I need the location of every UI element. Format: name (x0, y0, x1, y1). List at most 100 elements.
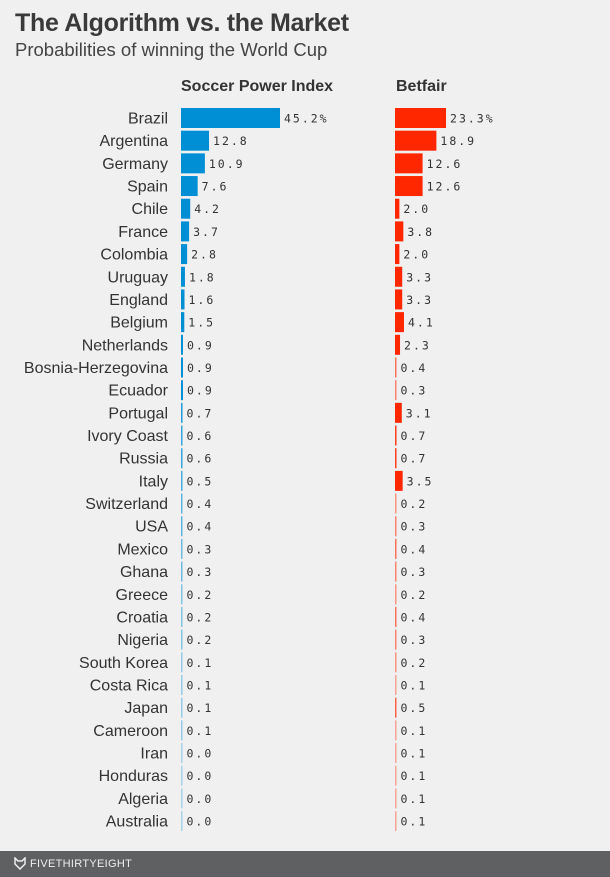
bar-spi (181, 198, 191, 219)
data-label-spi: 0.3 (187, 565, 214, 579)
data-label-spi: 1.6 (189, 293, 216, 307)
bar-betfair (395, 538, 397, 559)
bar-betfair (395, 402, 402, 423)
bar-betfair (395, 357, 397, 378)
data-label-spi: 7.6 (202, 180, 229, 194)
data-label-betfair: 18.9 (440, 134, 476, 148)
bar-betfair (395, 198, 400, 219)
category-label: Croatia (116, 609, 168, 626)
data-label-spi: 0.0 (187, 747, 214, 761)
bar-betfair (395, 289, 403, 310)
bar-spi (181, 425, 183, 446)
category-label: Greece (116, 587, 169, 604)
data-label-betfair: 2.0 (403, 202, 430, 216)
data-label-betfair: 0.2 (401, 497, 428, 511)
data-label-betfair: 0.1 (401, 815, 428, 829)
data-label-betfair: 3.3 (406, 293, 433, 307)
bar-betfair (395, 561, 397, 582)
bar-betfair (395, 130, 437, 151)
bar-betfair (395, 516, 397, 537)
data-label-spi: 0.4 (187, 497, 214, 511)
data-label-betfair: 0.3 (401, 633, 428, 647)
data-label-betfair: 0.3 (401, 520, 428, 534)
data-label-spi: 12.8 (213, 134, 249, 148)
bar-betfair (395, 493, 397, 514)
data-label-betfair: 4.1 (408, 316, 435, 330)
data-label-spi: 0.9 (187, 384, 214, 398)
data-label-spi: 1.8 (189, 270, 216, 284)
bar-betfair (395, 176, 423, 197)
bar-betfair (395, 448, 397, 469)
bar-spi (181, 380, 183, 401)
category-label: Portugal (108, 405, 168, 422)
data-label-betfair: 0.3 (401, 565, 428, 579)
bar-betfair (395, 765, 397, 786)
category-label: Nigeria (117, 632, 168, 649)
data-label-betfair: 12.6 (427, 157, 463, 171)
data-label-spi: 45.2% (284, 112, 329, 126)
bar-spi (181, 221, 190, 242)
data-label-betfair: 0.4 (401, 610, 428, 624)
bar-spi (181, 788, 183, 809)
bar-spi (181, 652, 183, 673)
bar-spi (181, 153, 205, 174)
bar-spi (181, 266, 185, 287)
data-label-betfair: 0.5 (401, 701, 428, 715)
data-label-betfair: 0.1 (401, 769, 428, 783)
bar-betfair (395, 652, 397, 673)
chart-subtitle: Probabilities of winning the World Cup (15, 39, 328, 60)
data-label-betfair: 0.1 (401, 679, 428, 693)
data-label-betfair: 0.1 (401, 747, 428, 761)
data-label-betfair: 3.8 (407, 225, 434, 239)
bar-betfair (395, 470, 403, 491)
bar-spi (181, 584, 183, 605)
category-label: Chile (132, 201, 169, 218)
bar-spi (181, 811, 183, 832)
data-label-spi: 0.2 (187, 610, 214, 624)
data-label-betfair: 2.0 (403, 248, 430, 262)
bar-betfair (395, 221, 404, 242)
data-label-spi: 0.1 (187, 656, 214, 670)
category-label: Japan (124, 700, 168, 717)
data-label-spi: 2.8 (191, 248, 218, 262)
category-label: Italy (139, 473, 168, 490)
category-label: Ghana (120, 564, 168, 581)
data-label-betfair: 3.5 (407, 474, 434, 488)
data-label-spi: 0.1 (187, 701, 214, 715)
category-label: France (118, 224, 168, 241)
bar-betfair (395, 788, 397, 809)
bar-spi (181, 130, 210, 151)
bar-spi (181, 516, 183, 537)
bar-spi (181, 448, 183, 469)
data-label-spi: 0.2 (187, 633, 214, 647)
data-label-spi: 0.0 (187, 792, 214, 806)
data-label-spi: 1.5 (188, 316, 215, 330)
bar-spi (181, 244, 188, 265)
bar-betfair (395, 606, 397, 627)
bar-spi (181, 538, 183, 559)
data-label-spi: 0.0 (187, 769, 214, 783)
data-label-betfair: 23.3% (450, 112, 495, 126)
data-label-spi: 0.6 (187, 452, 214, 466)
bar-betfair (395, 108, 447, 128)
footer: FIVETHIRTYEIGHT (0, 851, 610, 877)
category-label: Ecuador (108, 383, 168, 400)
data-label-betfair: 0.1 (401, 724, 428, 738)
bar-spi (181, 289, 185, 310)
data-label-betfair: 0.3 (401, 384, 428, 398)
bar-betfair (395, 244, 400, 265)
data-label-spi: 0.9 (187, 361, 214, 375)
data-label-spi: 4.2 (194, 202, 221, 216)
category-label: Colombia (100, 247, 168, 264)
category-label: Australia (106, 814, 168, 831)
bar-spi (181, 720, 183, 741)
bar-betfair (395, 675, 397, 695)
data-label-spi: 0.7 (187, 406, 214, 420)
data-label-spi: 0.5 (187, 474, 214, 488)
category-label: Belgium (110, 315, 168, 332)
bar-betfair (395, 425, 397, 446)
bar-betfair (395, 380, 397, 401)
category-label: Russia (119, 451, 168, 468)
category-label: Argentina (100, 133, 169, 150)
bar-spi (181, 312, 185, 333)
